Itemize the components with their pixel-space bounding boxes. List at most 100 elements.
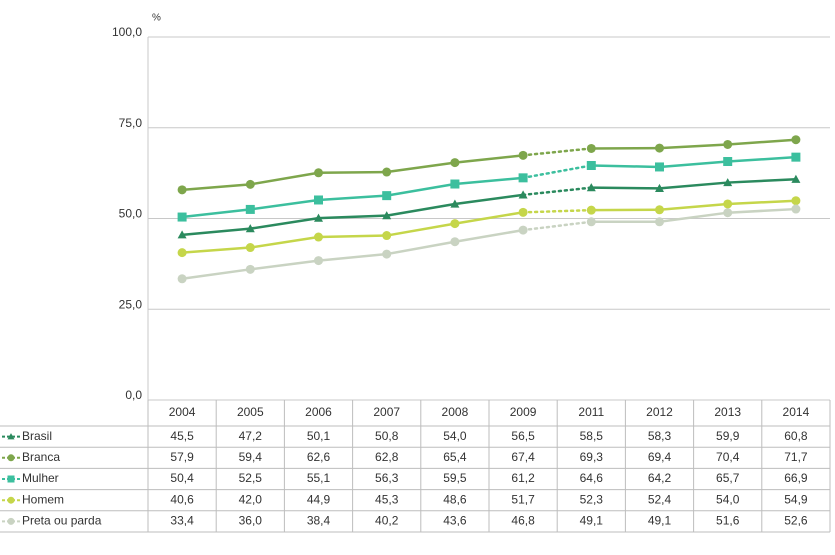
table-cell: 36,0	[239, 514, 263, 528]
line-segment	[726, 155, 798, 163]
legend-label: Brasil	[22, 429, 52, 443]
x-tick-label: 2014	[783, 405, 810, 419]
line-segment	[726, 199, 798, 206]
table-cell: 59,5	[443, 471, 467, 485]
line-segment	[249, 216, 320, 230]
y-axis-label: %	[152, 13, 161, 24]
point	[314, 213, 323, 222]
table-cell: 64,6	[580, 471, 604, 485]
point	[655, 205, 664, 215]
x-tick-label: 2008	[442, 405, 469, 419]
x-tick-label: 2012	[646, 405, 673, 419]
point	[314, 195, 323, 205]
x-tick-label: 2005	[237, 405, 264, 419]
point	[723, 199, 733, 209]
point	[586, 183, 596, 192]
table-cell: 65,4	[443, 450, 467, 464]
table-cell: 45,3	[375, 492, 399, 506]
legend-marker	[7, 517, 15, 525]
table-cell: 58,5	[580, 429, 604, 443]
point	[177, 230, 187, 239]
y-tick-label: 75,0	[119, 116, 143, 130]
table-cell: 43,6	[443, 514, 467, 528]
point	[382, 231, 392, 241]
table-cell: 48,6	[443, 492, 467, 506]
y-tick-label: 50,0	[119, 207, 143, 221]
table-cell: 47,2	[239, 429, 263, 443]
point	[655, 143, 664, 153]
line-segment	[180, 208, 252, 219]
line-segment	[317, 234, 388, 239]
table-cell: 56,3	[375, 471, 399, 485]
table-cell: 69,3	[580, 450, 604, 464]
point	[314, 232, 323, 242]
point	[382, 211, 392, 220]
point	[518, 190, 528, 199]
legend-label: Homem	[22, 492, 64, 506]
table-cell: 38,4	[307, 514, 331, 528]
point	[791, 196, 801, 206]
point	[723, 139, 733, 149]
line-dotted-segment	[521, 220, 593, 232]
line-segment	[453, 193, 525, 206]
point	[723, 178, 733, 187]
line-segment	[249, 235, 320, 249]
line-dotted-segment	[521, 208, 593, 214]
point	[450, 219, 460, 229]
line-segment	[726, 178, 798, 184]
point	[245, 204, 255, 214]
x-tick-label: 2004	[169, 405, 196, 419]
point	[177, 274, 187, 284]
table-cell: 52,3	[580, 492, 604, 506]
table-cell: 49,1	[580, 514, 604, 528]
x-tick-label: 2013	[714, 405, 741, 419]
line-segment	[317, 214, 388, 220]
table-cell: 40,6	[170, 492, 194, 506]
point	[586, 161, 596, 171]
table-cell: 51,6	[716, 514, 740, 528]
table-cell: 54,0	[716, 492, 740, 506]
point	[382, 249, 392, 259]
point	[382, 167, 392, 177]
table-cell: 49,1	[648, 514, 672, 528]
table-cell: 67,4	[511, 450, 535, 464]
line-segment	[590, 186, 661, 190]
line-segment	[658, 160, 729, 169]
table-cell: 50,4	[170, 471, 194, 485]
line-segment	[180, 268, 252, 281]
y-tick-label: 25,0	[119, 297, 143, 311]
point	[245, 224, 255, 233]
point	[791, 152, 801, 162]
line-segment	[453, 228, 525, 243]
table-cell: 45,5	[170, 429, 194, 443]
table-cell: 65,7	[716, 471, 740, 485]
table-cell: 56,5	[511, 429, 535, 443]
point	[791, 204, 801, 214]
line-segment	[385, 222, 457, 237]
line-segment	[726, 207, 798, 214]
point	[586, 205, 596, 215]
y-tick-label: 0,0	[125, 388, 142, 402]
point	[450, 237, 460, 247]
table-cell: 70,4	[716, 450, 740, 464]
point	[655, 183, 664, 192]
table-cell: 57,9	[170, 450, 194, 464]
table-cell: 33,4	[170, 514, 194, 528]
table-cell: 62,8	[375, 450, 399, 464]
point	[518, 207, 528, 217]
point	[791, 174, 801, 183]
line-segment	[658, 211, 729, 224]
line-segment	[249, 259, 320, 271]
point	[314, 256, 323, 266]
line-segment	[249, 171, 320, 186]
point	[518, 225, 528, 235]
table-cell: 55,1	[307, 471, 331, 485]
y-tick-label: 100,0	[112, 25, 142, 39]
legend-marker	[7, 475, 15, 483]
point	[177, 185, 187, 195]
table-cell: 59,9	[716, 429, 740, 443]
point	[586, 143, 596, 153]
table-cell: 69,4	[648, 450, 672, 464]
point	[518, 173, 528, 183]
